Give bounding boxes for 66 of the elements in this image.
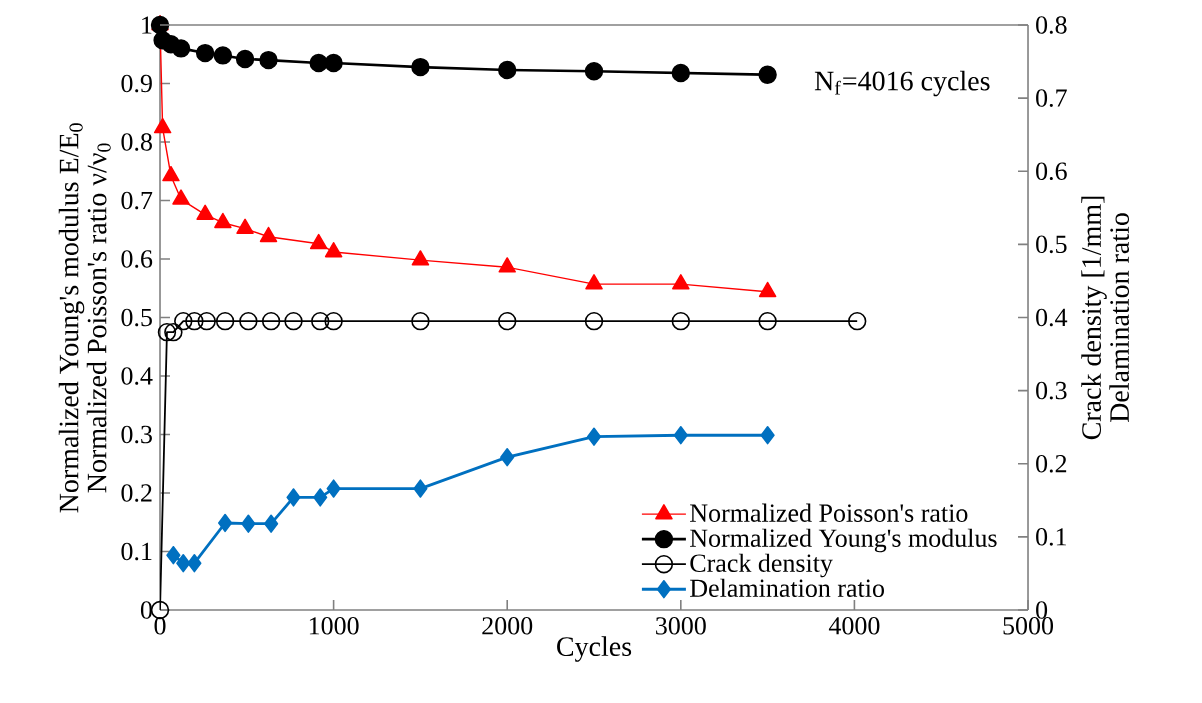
point [413,479,428,498]
point [311,311,330,331]
legend-label: Crack density [690,553,833,578]
point [671,311,691,331]
y2-tick-label: 0.1 [1036,528,1067,546]
x-tick-label: 2000 [482,617,533,635]
point [324,311,343,331]
legend-label: Normalized Young's modulus [690,528,997,553]
y-tick-label: 1 [142,16,152,34]
point [847,311,867,331]
point [164,322,183,342]
x-tick-label: 1000 [309,617,359,635]
point [239,311,258,331]
y-tick-label: 0.2 [121,484,152,502]
x-tick-label: 3000 [656,617,706,635]
y-tick-label: 0.8 [121,133,152,151]
point [264,514,279,533]
legend-label: Delamination ratio [690,578,884,597]
point [261,311,281,331]
point [584,311,604,331]
text: Normalized Young's modulus E/E$_{0}$ [58,123,85,513]
point [218,513,233,533]
y-tick-label: 0 [140,601,152,619]
point [500,447,515,467]
y2-tick-label: 0.8 [1036,16,1067,34]
point [185,311,204,331]
point [215,311,235,331]
point [166,545,181,565]
point [586,427,602,446]
y2-tick-label: 0.7 [1036,89,1067,107]
legend-label: Normalized Poisson's ratio [690,503,968,522]
y-tick-label: 0.4 [121,367,153,385]
point [498,311,517,331]
y-tick-label: 0.7 [121,191,153,210]
text: Delamination ratio [1109,213,1130,423]
y-tick-label: 0.9 [121,74,152,93]
x-tick-label: 4000 [828,617,880,635]
y-tick-label: 0.3 [121,425,152,444]
y2-tick-label: 0.4 [1036,308,1068,327]
y-tick-label: 0.1 [121,542,152,561]
point [241,514,256,533]
y2-tick-label: 0.2 [1036,454,1067,473]
text: Normalized Poisson's ratio ν/ν$_{0}$ [86,143,111,493]
y2-tick-label: 0.3 [1036,381,1067,400]
y-tick-label: 0.6 [121,250,153,268]
point [286,488,301,507]
text: Crack density [1/mm] [1081,196,1107,440]
point [760,426,775,445]
x-axis-title: Cycles [557,636,632,662]
point [174,311,193,331]
y2-tick-label: 0 [1036,601,1048,619]
point [157,322,177,342]
y2-tick-label: 0.5 [1036,235,1067,254]
y-tick-label: 0.5 [121,308,152,327]
point [411,311,430,331]
point [197,311,216,331]
point [758,311,777,331]
point [284,311,303,331]
point [326,479,341,498]
point [187,554,202,573]
annotation: N$_{f}$=4016 cycles [814,70,990,97]
point [176,554,191,573]
y2-tick-label: 0.6 [1036,162,1067,181]
point [313,488,328,507]
x-tick-label: 5000 [1003,617,1054,635]
point [673,426,688,445]
